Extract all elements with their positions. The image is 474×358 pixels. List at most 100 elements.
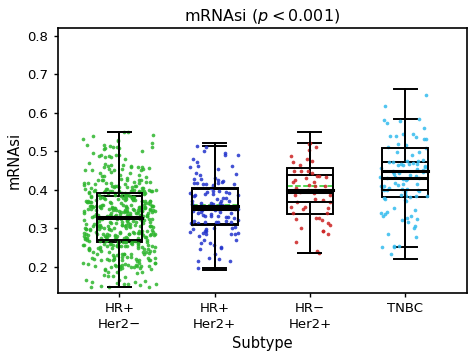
- Point: [139, 232, 147, 238]
- Point: [191, 205, 198, 211]
- Point: [197, 209, 205, 214]
- Point: [95, 223, 103, 229]
- Point: [378, 186, 386, 192]
- Point: [420, 125, 428, 131]
- Point: [95, 218, 102, 224]
- Point: [140, 251, 148, 257]
- Point: [308, 170, 316, 175]
- Point: [402, 177, 410, 183]
- Point: [123, 177, 131, 183]
- Point: [136, 207, 144, 213]
- Point: [107, 220, 115, 226]
- Point: [110, 225, 118, 231]
- Point: [82, 277, 90, 283]
- Point: [107, 212, 114, 218]
- Point: [201, 228, 209, 234]
- Point: [84, 199, 91, 205]
- Point: [140, 205, 148, 211]
- Point: [392, 133, 400, 139]
- Point: [140, 188, 148, 194]
- Point: [138, 148, 146, 154]
- Point: [87, 185, 95, 191]
- Point: [99, 177, 107, 183]
- Point: [148, 140, 155, 146]
- Point: [148, 243, 155, 249]
- PathPatch shape: [97, 196, 142, 242]
- Point: [379, 213, 387, 219]
- Point: [123, 203, 130, 209]
- Point: [383, 187, 391, 193]
- Point: [143, 237, 150, 243]
- Point: [131, 280, 139, 285]
- Point: [138, 269, 146, 275]
- Point: [289, 210, 297, 216]
- Point: [384, 144, 392, 150]
- Point: [414, 166, 421, 172]
- Point: [194, 220, 202, 226]
- Point: [214, 178, 222, 183]
- Point: [141, 200, 149, 205]
- Point: [125, 232, 133, 237]
- Point: [109, 144, 117, 150]
- Point: [85, 247, 93, 253]
- Point: [137, 215, 145, 221]
- Point: [89, 249, 97, 255]
- Point: [195, 233, 203, 239]
- Point: [92, 203, 100, 208]
- Point: [128, 239, 136, 245]
- Point: [115, 239, 123, 245]
- Point: [403, 215, 410, 221]
- Bar: [192, 188, 237, 225]
- Point: [403, 186, 410, 192]
- Point: [82, 198, 90, 204]
- Point: [80, 136, 87, 142]
- Point: [141, 198, 148, 204]
- Point: [105, 205, 113, 211]
- Point: [136, 204, 144, 210]
- Point: [415, 158, 422, 164]
- Point: [216, 188, 223, 194]
- Point: [202, 227, 210, 232]
- Point: [115, 243, 123, 248]
- Point: [104, 163, 111, 169]
- Point: [122, 204, 129, 210]
- Point: [411, 223, 419, 229]
- Point: [114, 138, 122, 144]
- Point: [216, 209, 223, 214]
- Point: [122, 240, 129, 245]
- Point: [384, 231, 392, 237]
- Point: [207, 211, 215, 217]
- Point: [142, 204, 149, 210]
- Point: [120, 251, 128, 257]
- Point: [201, 191, 209, 197]
- Point: [193, 180, 201, 186]
- Point: [95, 192, 102, 197]
- Point: [124, 193, 131, 198]
- Point: [136, 223, 144, 228]
- Point: [111, 262, 119, 268]
- Point: [86, 204, 94, 209]
- Point: [81, 186, 89, 192]
- Point: [118, 166, 126, 172]
- Point: [419, 169, 427, 175]
- Point: [101, 154, 109, 159]
- Point: [136, 189, 143, 195]
- Point: [117, 209, 124, 215]
- Point: [86, 246, 93, 251]
- Point: [100, 272, 108, 278]
- Point: [191, 218, 198, 224]
- Point: [401, 192, 409, 197]
- Point: [194, 163, 202, 169]
- Point: [292, 239, 300, 245]
- Point: [146, 198, 154, 204]
- Point: [395, 243, 402, 249]
- Point: [399, 182, 406, 187]
- Point: [141, 278, 149, 284]
- Point: [231, 231, 239, 237]
- Point: [397, 161, 405, 167]
- Point: [193, 144, 201, 149]
- Point: [128, 163, 135, 169]
- Point: [134, 243, 142, 249]
- Point: [92, 207, 100, 213]
- Point: [211, 207, 219, 213]
